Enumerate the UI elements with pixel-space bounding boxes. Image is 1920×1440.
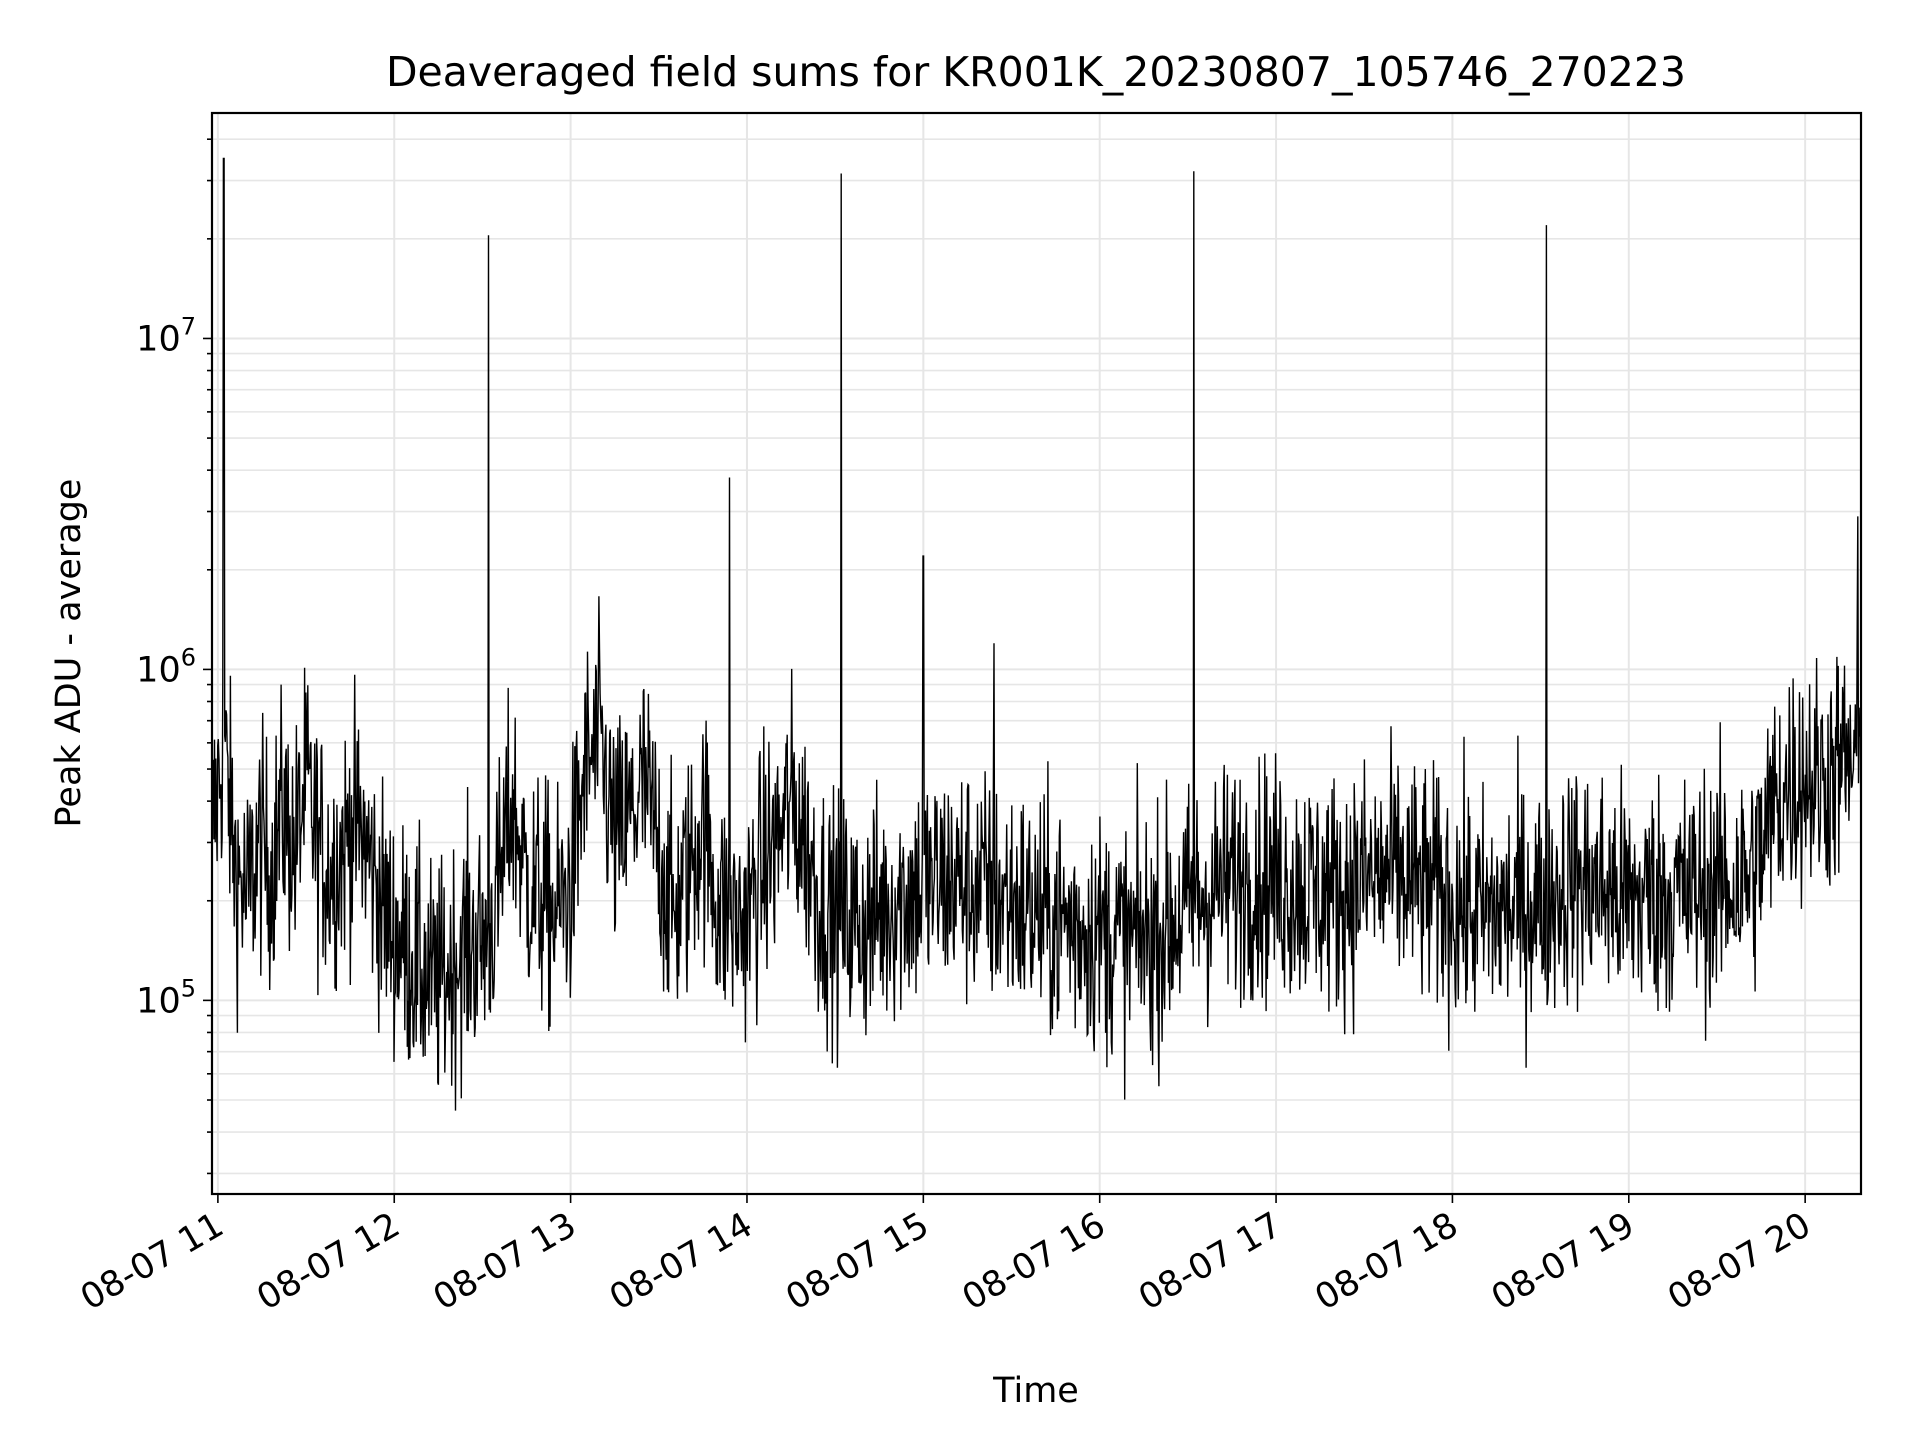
y-axis: 105 106 107 [136,138,212,1175]
y-tick-label: 105 [136,974,196,1021]
y-tick-label: 107 [136,312,196,359]
series-layer [212,157,1861,1111]
series-line [212,157,1861,1111]
y-axis-label: Peak ADU - average [49,479,89,828]
plot-frame [210,111,1863,1196]
y-tick-label: 106 [136,643,196,690]
x-axis-label: Time [992,1371,1079,1411]
chart-title: Deaveraged field sums for KR001K_2023080… [386,48,1686,96]
